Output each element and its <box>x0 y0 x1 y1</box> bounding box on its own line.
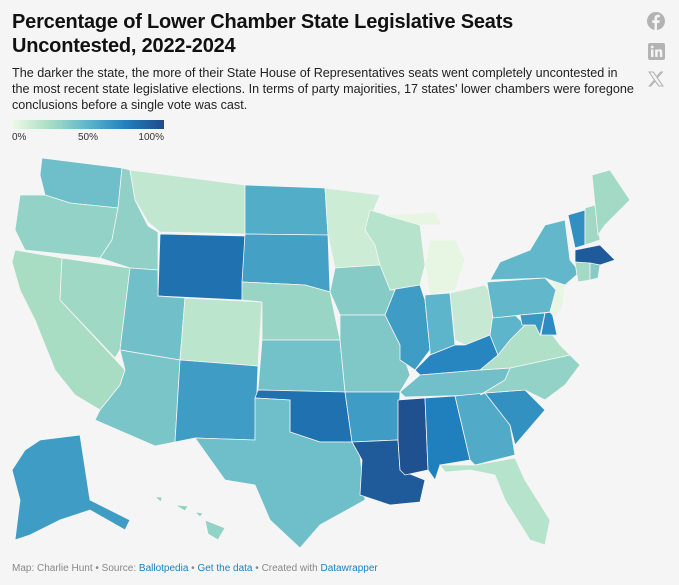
linkedin-icon <box>647 42 665 60</box>
state-ct[interactable] <box>574 261 591 283</box>
state-ny[interactable] <box>489 219 581 286</box>
separator: • <box>188 563 198 574</box>
state-mi[interactable] <box>384 211 443 226</box>
state-me[interactable] <box>591 169 631 237</box>
state-nc[interactable] <box>479 354 581 401</box>
separator: • <box>252 563 262 574</box>
separator: • <box>92 563 102 574</box>
state-nd[interactable] <box>244 184 329 236</box>
chart-title: Percentage of Lower Chamber State Legisl… <box>12 11 514 57</box>
state-hi[interactable] <box>204 519 226 541</box>
state-ms[interactable] <box>397 397 429 476</box>
state-mi[interactable] <box>424 239 466 296</box>
state-il[interactable] <box>384 284 431 371</box>
get-data-link[interactable]: Get the data <box>197 563 253 574</box>
state-wy[interactable] <box>157 233 246 301</box>
legend-min-label: 0% <box>12 132 27 143</box>
state-hi[interactable] <box>193 511 204 518</box>
state-in[interactable] <box>424 292 456 356</box>
state-nv[interactable] <box>59 257 131 359</box>
state-nm[interactable] <box>174 359 259 443</box>
source-link[interactable]: Ballotpedia <box>138 563 189 574</box>
x-icon <box>648 71 664 87</box>
legend-max-label: 100% <box>138 132 164 143</box>
facebook-share-button[interactable] <box>646 11 666 31</box>
state-co[interactable] <box>179 297 263 367</box>
color-legend: 0% 50% 100% <box>12 120 164 146</box>
datawrapper-link[interactable]: Datawrapper <box>320 563 378 574</box>
state-vt[interactable] <box>567 209 586 249</box>
created-with-label: Created with <box>261 563 321 574</box>
state-ar[interactable] <box>344 391 401 443</box>
chart-description: The darker the state, the more of their … <box>12 66 634 112</box>
state-md[interactable] <box>519 312 546 337</box>
legend-mid-label: 50% <box>78 132 99 143</box>
source-label: Source: <box>101 563 139 574</box>
state-fl[interactable] <box>439 457 551 546</box>
state-pa[interactable] <box>486 277 557 319</box>
state-ks[interactable] <box>257 339 346 393</box>
map-author: Map: Charlie Hunt <box>12 563 93 574</box>
x-share-button[interactable] <box>646 69 666 89</box>
facebook-icon <box>647 12 665 30</box>
legend-gradient-bar <box>12 120 164 129</box>
state-tx[interactable] <box>194 397 366 549</box>
state-ri[interactable] <box>589 262 601 281</box>
state-de[interactable] <box>540 311 558 336</box>
state-hi[interactable] <box>174 504 189 512</box>
linkedin-share-button[interactable] <box>646 41 666 61</box>
footer-credits: Map: Charlie Hunt • Source: Ballotpedia … <box>12 563 378 574</box>
state-ma[interactable] <box>574 244 616 266</box>
state-hi[interactable] <box>153 496 163 503</box>
state-ak[interactable] <box>11 434 131 541</box>
